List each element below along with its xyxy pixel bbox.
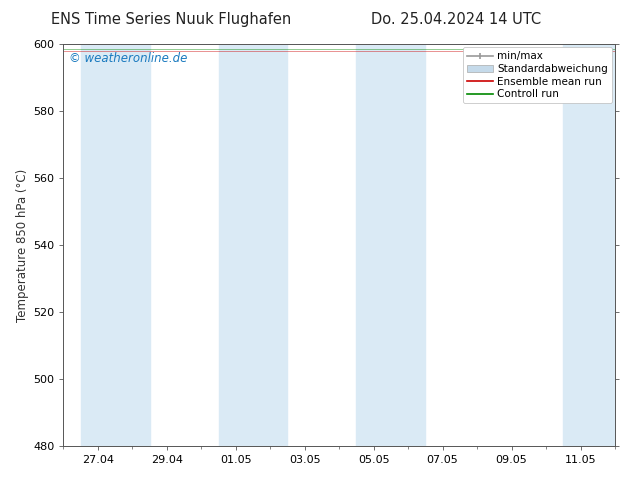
Bar bbox=[81, 44, 150, 446]
Text: © weatheronline.de: © weatheronline.de bbox=[69, 52, 187, 65]
Text: ENS Time Series Nuuk Flughafen: ENS Time Series Nuuk Flughafen bbox=[51, 12, 291, 27]
Bar bbox=[356, 44, 425, 446]
Legend: min/max, Standardabweichung, Ensemble mean run, Controll run: min/max, Standardabweichung, Ensemble me… bbox=[463, 47, 612, 103]
Bar bbox=[563, 44, 615, 446]
Bar bbox=[219, 44, 287, 446]
Text: Do. 25.04.2024 14 UTC: Do. 25.04.2024 14 UTC bbox=[372, 12, 541, 27]
Y-axis label: Temperature 850 hPa (°C): Temperature 850 hPa (°C) bbox=[16, 169, 29, 321]
